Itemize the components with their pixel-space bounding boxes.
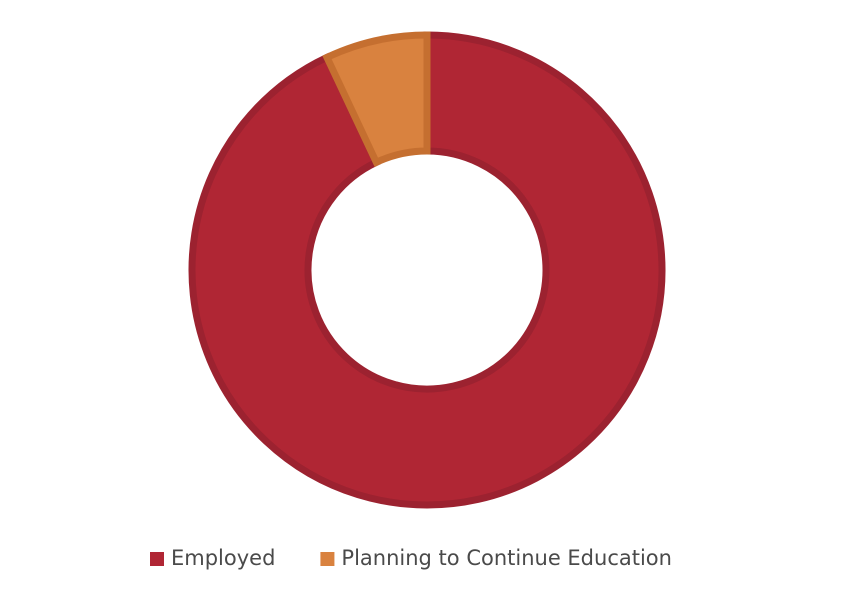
donut-slice bbox=[188, 31, 666, 509]
legend-label: Planning to Continue Education bbox=[341, 546, 672, 570]
legend-label: Employed bbox=[171, 546, 275, 570]
legend-swatch bbox=[320, 552, 335, 566]
donut-slice bbox=[322, 31, 431, 167]
legend-swatch bbox=[150, 552, 164, 566]
